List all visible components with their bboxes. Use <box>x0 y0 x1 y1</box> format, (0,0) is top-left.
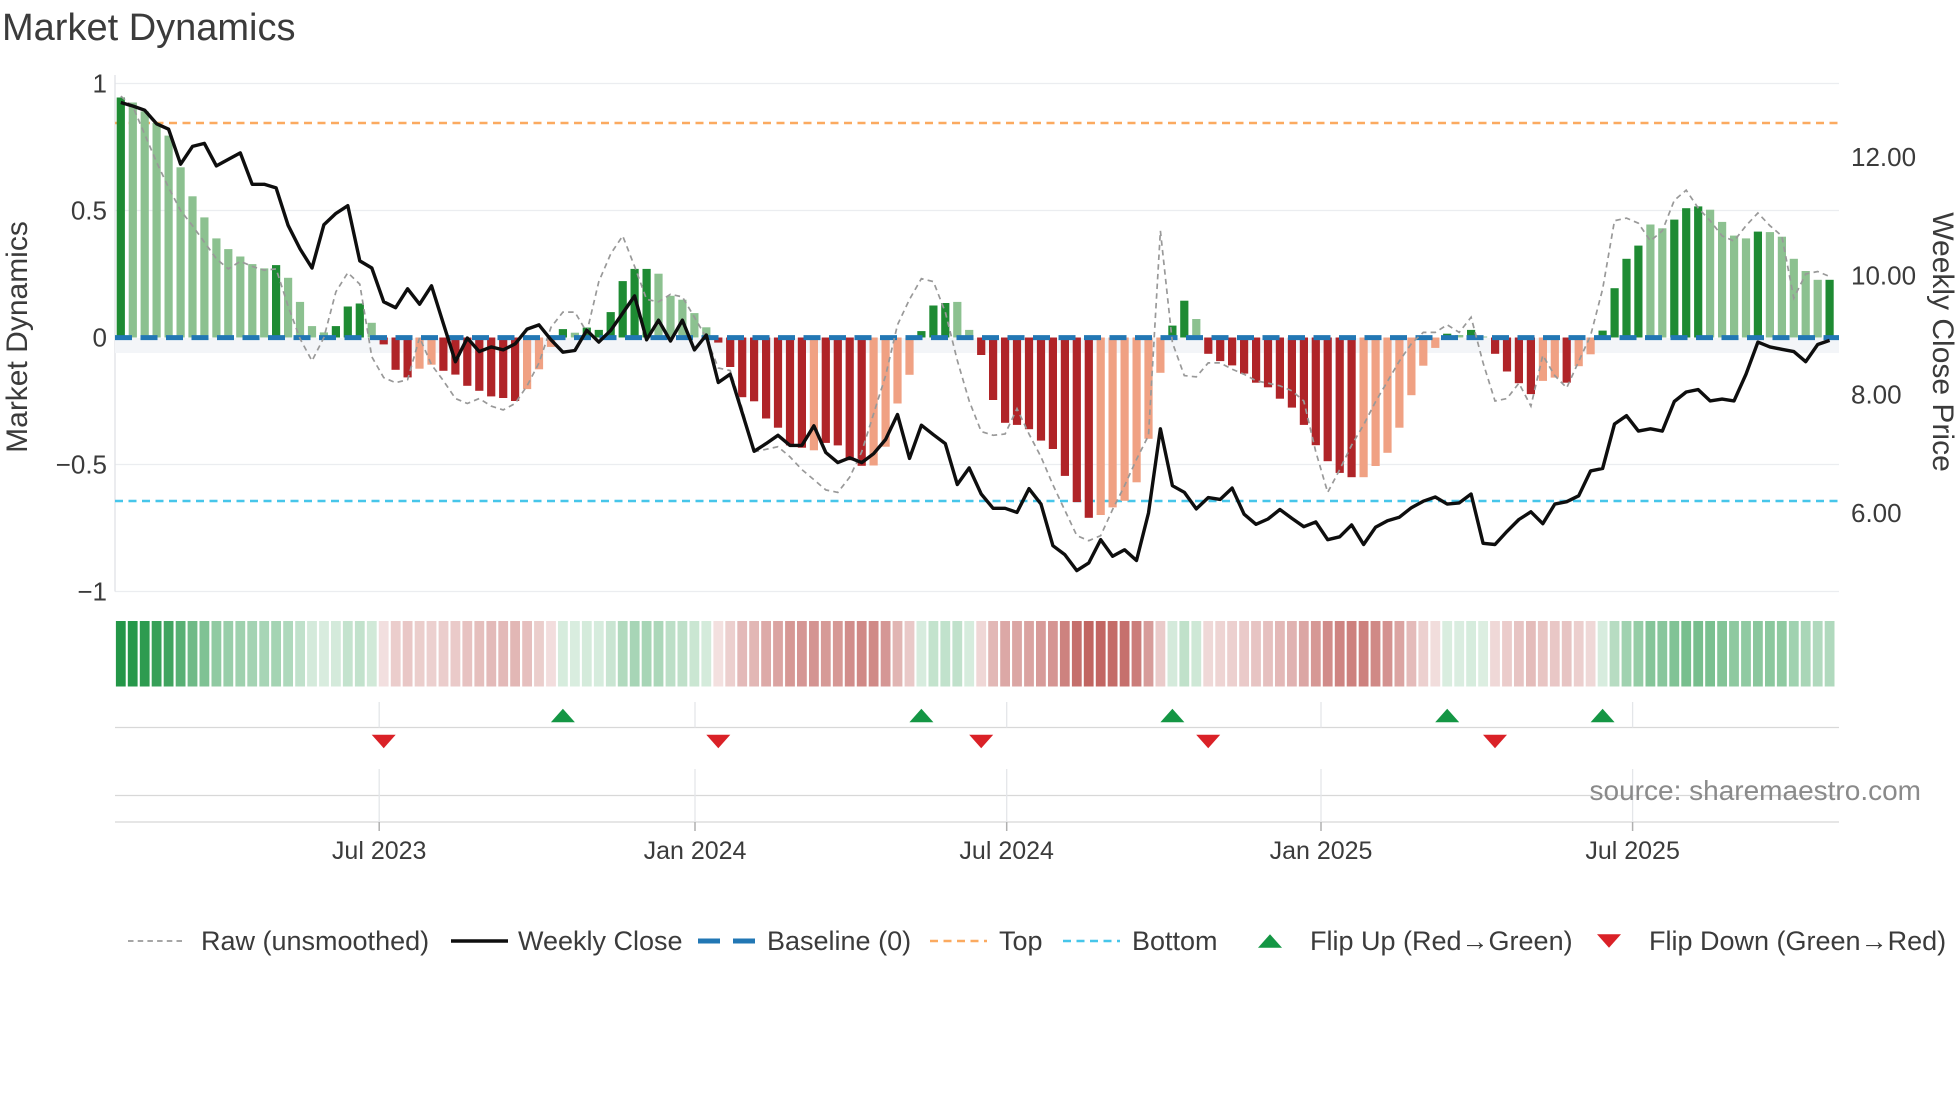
svg-text:Jul 2025: Jul 2025 <box>1585 837 1680 865</box>
svg-text:source: sharemaestro.com: source: sharemaestro.com <box>1590 775 1921 806</box>
svg-text:−1: −1 <box>77 577 107 607</box>
svg-text:8.00: 8.00 <box>1851 379 1902 409</box>
svg-text:Weekly Close: Weekly Close <box>518 926 683 956</box>
svg-text:12.00: 12.00 <box>1851 142 1916 172</box>
svg-text:Jul 2023: Jul 2023 <box>332 837 427 865</box>
svg-text:Raw (unsmoothed): Raw (unsmoothed) <box>201 926 429 956</box>
svg-text:0: 0 <box>93 323 107 353</box>
svg-text:Jul 2024: Jul 2024 <box>959 837 1054 865</box>
svg-text:0.5: 0.5 <box>71 196 107 226</box>
svg-text:Weekly Close Price: Weekly Close Price <box>1926 212 1959 472</box>
svg-text:Top: Top <box>999 926 1043 956</box>
svg-text:Baseline (0): Baseline (0) <box>767 926 911 956</box>
svg-text:Jan 2025: Jan 2025 <box>1270 837 1373 865</box>
svg-text:Jan 2024: Jan 2024 <box>644 837 747 865</box>
svg-text:−0.5: −0.5 <box>56 450 107 480</box>
svg-text:6.00: 6.00 <box>1851 498 1902 528</box>
svg-text:Flip Up (Red→Green): Flip Up (Red→Green) <box>1310 926 1573 956</box>
svg-text:Market Dynamics: Market Dynamics <box>1 221 34 453</box>
svg-text:Flip Down (Green→Red): Flip Down (Green→Red) <box>1649 926 1946 956</box>
svg-text:1: 1 <box>93 69 107 99</box>
svg-text:Bottom: Bottom <box>1132 926 1218 956</box>
svg-text:10.00: 10.00 <box>1851 261 1916 291</box>
svg-text:Market Dynamics: Market Dynamics <box>2 7 296 49</box>
